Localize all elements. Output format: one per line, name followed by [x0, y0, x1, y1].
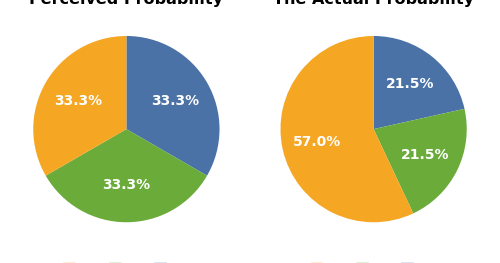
Wedge shape: [34, 36, 126, 176]
Wedge shape: [374, 36, 464, 129]
Wedge shape: [374, 109, 466, 213]
Legend: AK, KK, AA: AK, KK, AA: [58, 257, 195, 263]
Text: 33.3%: 33.3%: [102, 178, 150, 192]
Wedge shape: [126, 36, 220, 176]
Text: 21.5%: 21.5%: [386, 77, 434, 91]
Text: 57.0%: 57.0%: [293, 135, 342, 149]
Wedge shape: [280, 36, 413, 222]
Text: 21.5%: 21.5%: [401, 148, 450, 161]
Title: Perceived Probability: Perceived Probability: [30, 0, 224, 7]
Legend: AK, KK, AA: AK, KK, AA: [305, 257, 442, 263]
Title: The Actual Probability: The Actual Probability: [273, 0, 474, 7]
Wedge shape: [46, 129, 207, 222]
Text: 33.3%: 33.3%: [150, 94, 199, 108]
Text: 33.3%: 33.3%: [54, 94, 102, 108]
